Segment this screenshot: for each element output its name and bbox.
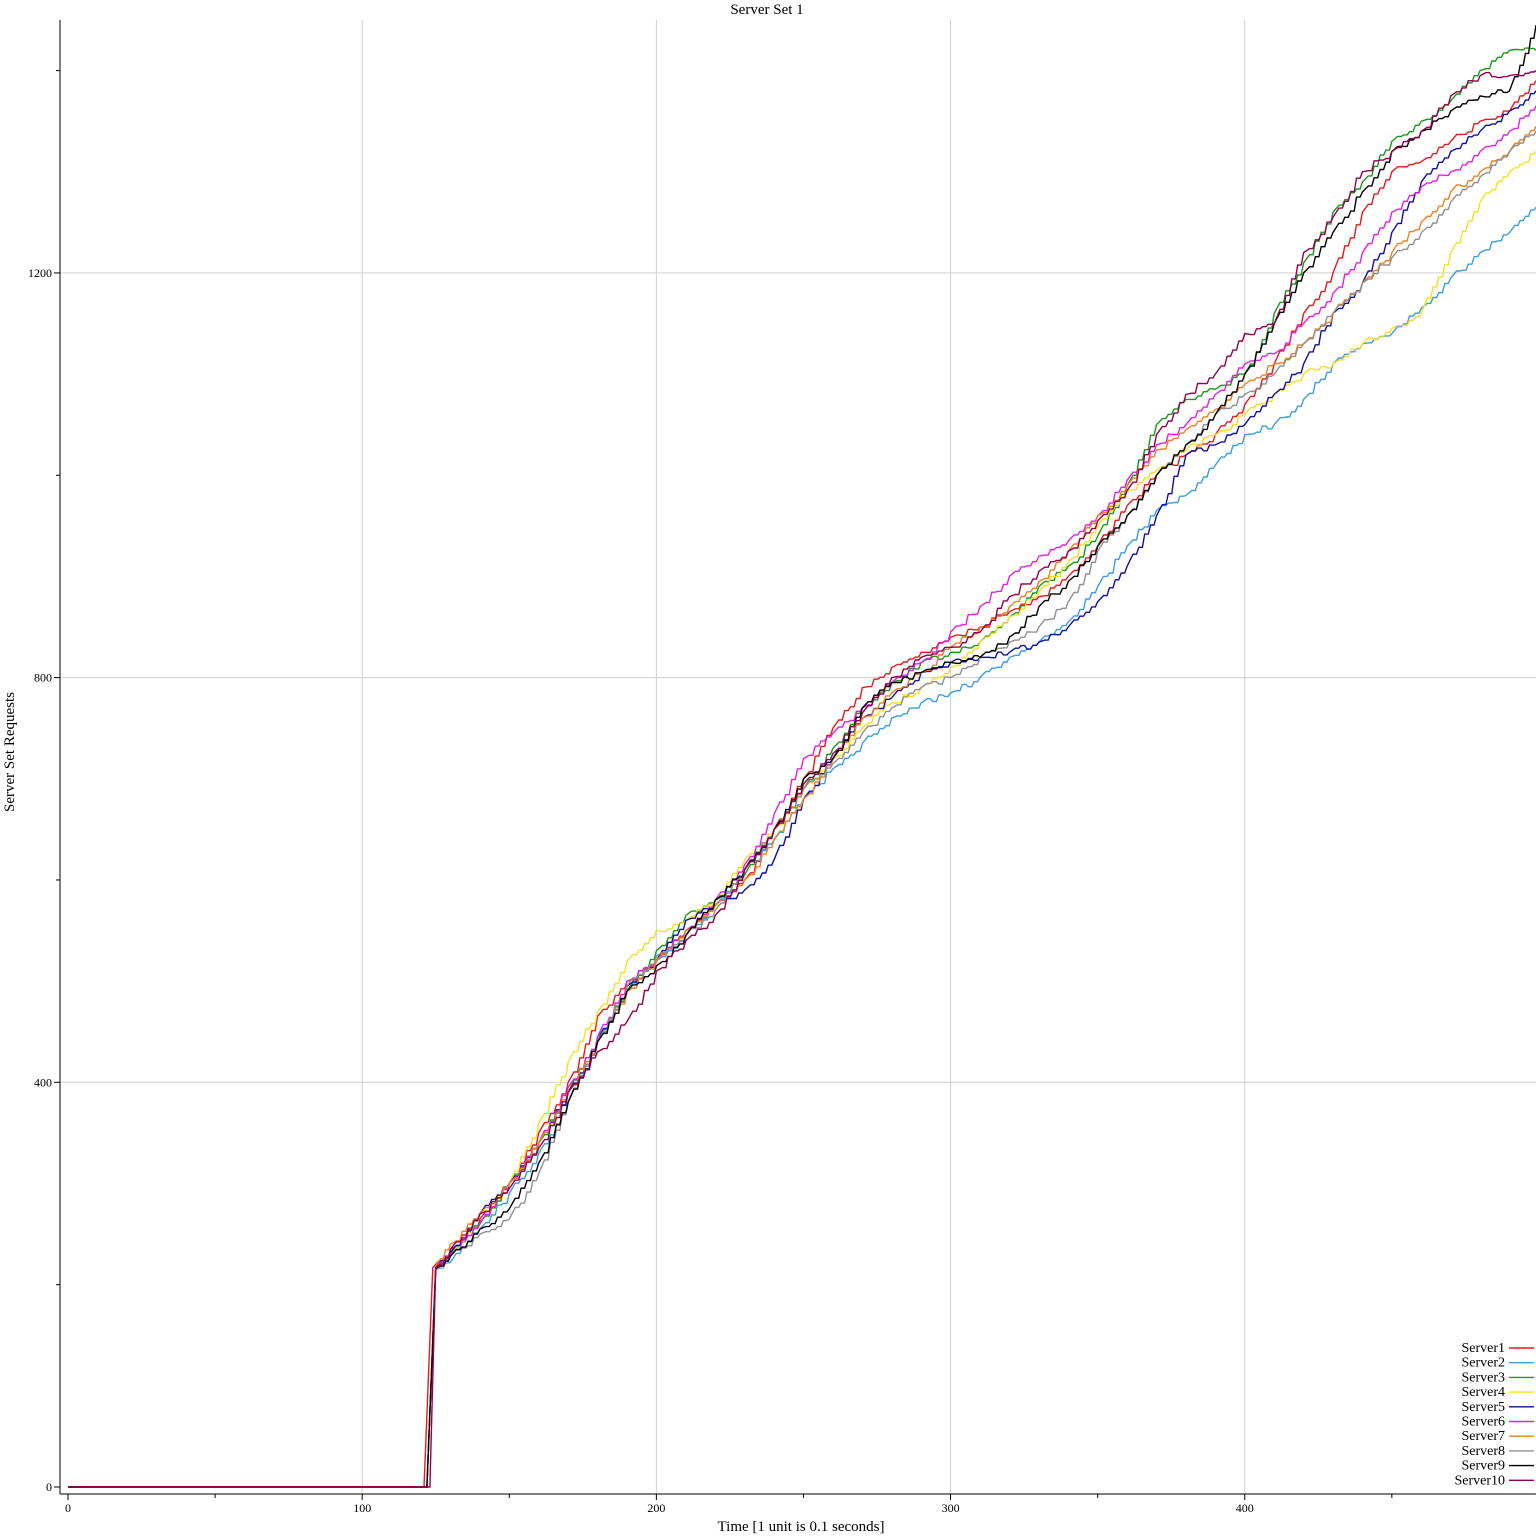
x-tick-label: 200 (647, 1501, 665, 1515)
series-line-server10 (68, 70, 1536, 1488)
y-tick-label: 0 (46, 1480, 52, 1494)
x-axis-label: Time [1 unit is 0.1 seconds] (718, 1519, 885, 1535)
legend-label-server1: Server1 (1461, 1341, 1505, 1356)
x-tick-label: 0 (65, 1501, 71, 1515)
legend-label-server8: Server8 (1461, 1444, 1505, 1459)
y-tick-label: 400 (34, 1075, 52, 1089)
y-tick-label: 800 (34, 671, 52, 685)
series-line-server9 (68, 24, 1536, 1488)
legend-label-server7: Server7 (1461, 1429, 1505, 1444)
legend-label-server2: Server2 (1461, 1356, 1505, 1371)
chart-title: Server Set 1 (730, 2, 803, 18)
y-tick-label: 1200 (28, 266, 52, 280)
x-tick-label: 400 (1236, 1501, 1254, 1515)
legend: Server1Server2Server3Server4Server5Serve… (1454, 1341, 1534, 1488)
legend-label-server9: Server9 (1461, 1459, 1505, 1474)
legend-label-server3: Server3 (1461, 1370, 1505, 1385)
x-tick-label: 100 (353, 1501, 371, 1515)
legend-label-server6: Server6 (1461, 1415, 1505, 1430)
legend-label-server10: Server10 (1454, 1473, 1505, 1488)
grid (60, 20, 1536, 1494)
y-axis-label: Server Set Requests (2, 692, 18, 812)
axes: 0 100 200 300 400 0 400 800 1200 (28, 20, 1536, 1515)
series-line-server1 (68, 80, 1536, 1488)
series-group (68, 24, 1536, 1488)
legend-label-server5: Server5 (1461, 1400, 1505, 1415)
x-tick-label: 300 (942, 1501, 960, 1515)
series-line-server4 (68, 151, 1536, 1488)
series-line-server2 (68, 206, 1536, 1488)
legend-label-server4: Server4 (1461, 1385, 1505, 1400)
series-line-server6 (68, 105, 1536, 1488)
